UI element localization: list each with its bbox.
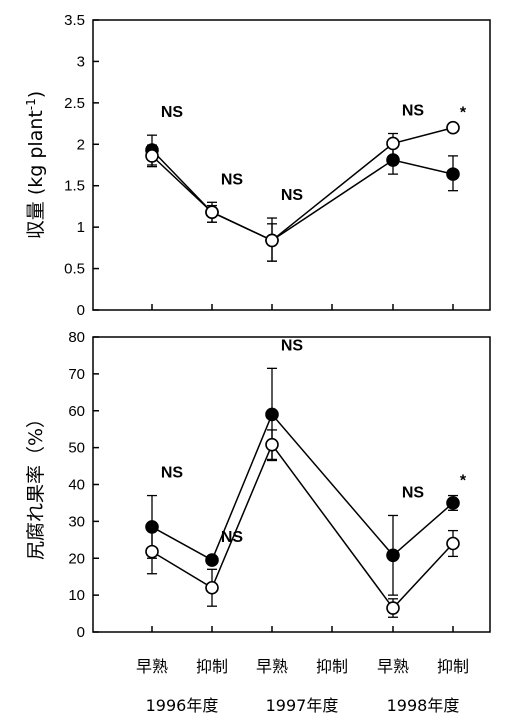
series-line bbox=[151, 443, 454, 610]
data-point-filled bbox=[205, 553, 219, 567]
data-point-open bbox=[265, 233, 279, 248]
significance-label: NS bbox=[221, 529, 244, 546]
y-tick-label: 40 bbox=[68, 477, 85, 494]
x-group-label: 1998年度 bbox=[387, 696, 460, 715]
x-category-label: 早熟 bbox=[136, 657, 168, 676]
data-point-open bbox=[446, 120, 460, 135]
y-tick-label: 70 bbox=[68, 366, 85, 383]
significance-label: NS bbox=[402, 484, 425, 501]
y-tick-label: 20 bbox=[68, 550, 85, 567]
data-point-open bbox=[265, 437, 279, 452]
y-tick-label: 0 bbox=[77, 624, 85, 641]
data-point-open bbox=[386, 136, 400, 151]
y-tick-label: 30 bbox=[68, 513, 85, 530]
data-point-open bbox=[205, 205, 219, 220]
x-group-label: 1997年度 bbox=[266, 696, 339, 715]
data-point-filled bbox=[386, 153, 400, 167]
data-point-open bbox=[145, 149, 159, 163]
plot-frame bbox=[92, 336, 491, 633]
data-point-filled bbox=[386, 548, 400, 563]
data-point-open bbox=[205, 580, 219, 595]
significance-label: * bbox=[460, 105, 467, 122]
x-category-label: 抑制 bbox=[437, 657, 469, 676]
y-axis-label: 尻腐れ果率（%） bbox=[25, 409, 47, 560]
x-category-label: 早熟 bbox=[377, 657, 409, 676]
y-tick-label: 3 bbox=[77, 53, 85, 70]
series-line bbox=[151, 126, 454, 242]
significance-label: NS bbox=[281, 337, 304, 354]
data-point-filled bbox=[446, 496, 460, 510]
y-tick-label: 10 bbox=[68, 587, 85, 604]
y-tick-label: 1.5 bbox=[64, 178, 85, 195]
y-tick-label: 50 bbox=[68, 440, 85, 457]
data-point-filled bbox=[145, 520, 159, 534]
x-category-label: 抑制 bbox=[316, 657, 348, 676]
significance-label: NS bbox=[402, 103, 425, 120]
y-tick-label: 2 bbox=[77, 136, 85, 153]
data-point-open bbox=[386, 601, 400, 615]
data-point-open bbox=[145, 544, 159, 559]
x-category-label: 抑制 bbox=[196, 657, 228, 676]
y-tick-label: 0 bbox=[77, 302, 85, 319]
y-tick-label: 2.5 bbox=[64, 95, 85, 112]
y-tick-label: 0.5 bbox=[64, 261, 85, 278]
y-tick-label: 3.5 bbox=[64, 12, 85, 29]
significance-label: * bbox=[460, 473, 467, 490]
plot-frame bbox=[92, 19, 491, 311]
x-group-label: 1996年度 bbox=[146, 696, 219, 715]
data-point-filled bbox=[265, 407, 279, 422]
significance-label: NS bbox=[161, 465, 184, 482]
x-category-label: 早熟 bbox=[256, 657, 288, 676]
significance-label: NS bbox=[161, 104, 184, 121]
data-point-filled bbox=[446, 167, 460, 181]
significance-label: NS bbox=[221, 171, 244, 188]
y-tick-label: 60 bbox=[68, 403, 85, 420]
significance-label: NS bbox=[281, 187, 304, 204]
data-point-open bbox=[446, 536, 460, 551]
y-axis-label: 収量 (kg plant-1) bbox=[24, 91, 47, 239]
y-tick-label: 1 bbox=[77, 219, 85, 236]
y-tick-label: 80 bbox=[68, 329, 85, 346]
